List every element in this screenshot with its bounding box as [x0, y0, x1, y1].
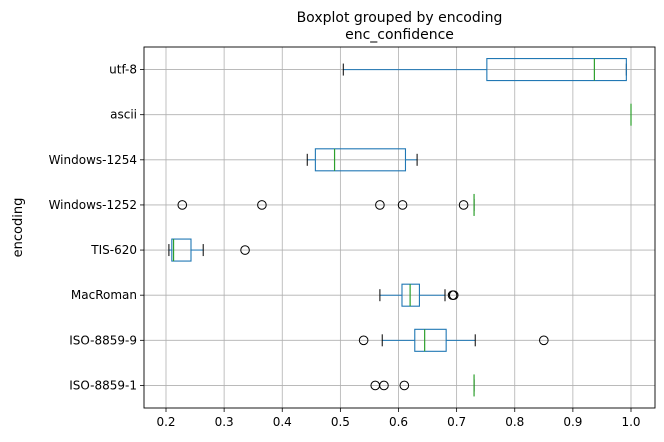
- x-tick-label: 0.9: [563, 415, 582, 429]
- outlier-point: [379, 380, 389, 391]
- outlier-point: [358, 335, 369, 346]
- outlier-point: [397, 200, 408, 210]
- outlier-point: [539, 335, 549, 346]
- outlier-point: [399, 380, 410, 391]
- outlier-point: [177, 200, 188, 210]
- outlier-point: [458, 200, 469, 210]
- outlier-point: [375, 200, 385, 210]
- box-group: [168, 238, 250, 262]
- x-tick-label: 0.3: [215, 415, 234, 429]
- y-tick-label: utf-8: [109, 63, 137, 77]
- y-tick-label: ISO-8859-1: [69, 378, 137, 392]
- box-group: [370, 374, 475, 397]
- y-tick-label: Windows-1254: [49, 153, 137, 167]
- box-group: [342, 58, 627, 82]
- x-tick-label: 0.7: [447, 415, 466, 429]
- box-iqr: [171, 238, 192, 262]
- x-tick-label: 0.8: [505, 415, 524, 429]
- outlier-point: [257, 200, 267, 210]
- box-iqr: [314, 148, 407, 172]
- outlier-point: [240, 245, 250, 255]
- y-tick-label: ascii: [110, 108, 137, 122]
- x-tick-label: 0.4: [273, 415, 292, 429]
- box-group: [306, 148, 418, 172]
- chart-title: Boxplot grouped by encoding: [297, 10, 503, 26]
- x-tick-label: 1.0: [621, 415, 640, 429]
- box-group: [358, 328, 549, 352]
- box-iqr: [414, 328, 447, 352]
- ticks: 0.2 0.3 0.4 0.5 0.6 0.7 0.8 0.9 1.0 ISO-8859-1 ISO…: [49, 63, 641, 429]
- plot-area-frame: [143, 46, 656, 409]
- x-tick-label: 0.2: [156, 415, 175, 429]
- box-group: [177, 193, 475, 216]
- x-tick-label: 0.6: [389, 415, 408, 429]
- box-iqr: [486, 58, 627, 82]
- chart-subtitle: enc_confidence: [345, 27, 454, 43]
- y-tick-label: Windows-1252: [49, 198, 137, 212]
- x-tick-label: 0.5: [331, 415, 350, 429]
- box-group: [379, 283, 459, 307]
- y-axis-label: encoding: [11, 198, 26, 258]
- y-tick-label: MacRoman: [71, 288, 137, 302]
- y-tick-label: ISO-8859-9: [69, 333, 137, 347]
- boxes: [168, 58, 632, 397]
- outlier-point: [448, 290, 459, 300]
- y-tick-label: TIS-620: [90, 243, 137, 257]
